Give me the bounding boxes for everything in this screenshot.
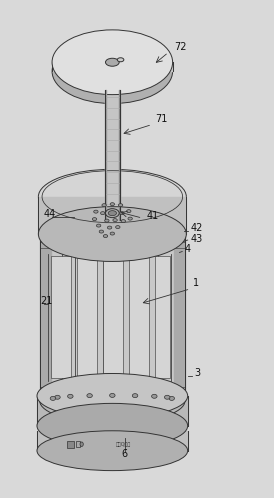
Ellipse shape bbox=[110, 232, 115, 235]
Ellipse shape bbox=[99, 230, 104, 233]
Bar bbox=[155, 256, 170, 378]
Text: 44: 44 bbox=[44, 209, 56, 219]
Ellipse shape bbox=[94, 210, 98, 213]
Ellipse shape bbox=[164, 395, 170, 399]
Text: 41: 41 bbox=[147, 211, 159, 221]
Ellipse shape bbox=[110, 393, 115, 397]
Bar bbox=[103, 256, 123, 378]
Bar bbox=[51, 256, 71, 378]
Bar bbox=[77, 256, 97, 378]
Text: 灯光Q烛水: 灯光Q烛水 bbox=[116, 442, 131, 447]
Ellipse shape bbox=[52, 39, 173, 104]
Ellipse shape bbox=[92, 218, 97, 221]
Ellipse shape bbox=[118, 204, 123, 207]
Ellipse shape bbox=[37, 374, 188, 418]
Ellipse shape bbox=[52, 30, 173, 95]
Ellipse shape bbox=[113, 219, 117, 222]
Bar bbox=[129, 256, 149, 378]
Text: 21: 21 bbox=[41, 296, 53, 306]
Ellipse shape bbox=[96, 224, 101, 227]
Text: 3: 3 bbox=[195, 368, 201, 378]
Ellipse shape bbox=[55, 395, 60, 399]
Ellipse shape bbox=[110, 210, 115, 213]
Ellipse shape bbox=[121, 220, 125, 223]
Ellipse shape bbox=[103, 235, 108, 238]
Ellipse shape bbox=[127, 210, 131, 213]
Ellipse shape bbox=[128, 217, 132, 220]
Ellipse shape bbox=[110, 203, 115, 206]
Polygon shape bbox=[38, 197, 186, 234]
Ellipse shape bbox=[38, 169, 186, 224]
Text: 4: 4 bbox=[185, 245, 191, 254]
Text: 71: 71 bbox=[155, 114, 167, 124]
Ellipse shape bbox=[38, 207, 186, 261]
Ellipse shape bbox=[80, 442, 83, 447]
Bar bbox=[76, 441, 80, 447]
Ellipse shape bbox=[105, 219, 109, 222]
Ellipse shape bbox=[37, 403, 188, 448]
Ellipse shape bbox=[50, 396, 56, 400]
Text: 72: 72 bbox=[174, 42, 187, 52]
Ellipse shape bbox=[105, 209, 119, 218]
Ellipse shape bbox=[107, 226, 112, 229]
Text: 42: 42 bbox=[190, 223, 203, 233]
Text: 43: 43 bbox=[190, 234, 203, 244]
Ellipse shape bbox=[152, 394, 157, 398]
Polygon shape bbox=[52, 62, 173, 71]
Ellipse shape bbox=[169, 396, 175, 400]
Ellipse shape bbox=[87, 393, 92, 397]
Ellipse shape bbox=[37, 431, 188, 471]
Ellipse shape bbox=[108, 211, 116, 216]
Ellipse shape bbox=[105, 58, 119, 66]
Ellipse shape bbox=[117, 58, 124, 62]
Text: 6: 6 bbox=[122, 449, 128, 459]
Text: 1: 1 bbox=[193, 278, 199, 288]
Ellipse shape bbox=[102, 204, 106, 207]
Ellipse shape bbox=[132, 393, 138, 397]
Ellipse shape bbox=[116, 226, 120, 229]
Ellipse shape bbox=[101, 212, 105, 215]
Ellipse shape bbox=[40, 378, 185, 423]
Ellipse shape bbox=[120, 212, 124, 215]
Bar bbox=[67, 441, 74, 448]
Ellipse shape bbox=[68, 394, 73, 398]
